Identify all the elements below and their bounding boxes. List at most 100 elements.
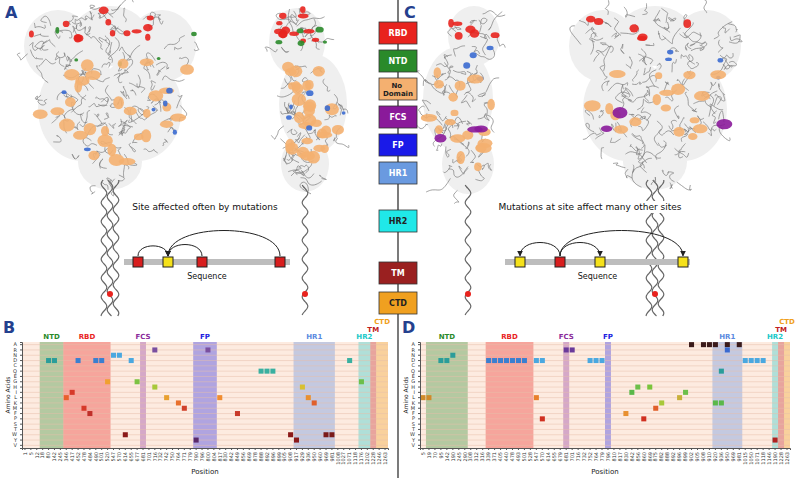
tick-mark xyxy=(89,448,90,450)
structure-ribbon xyxy=(704,0,707,13)
domain-label: RBD xyxy=(79,333,96,341)
mutation-site xyxy=(323,432,328,437)
structure-ribbon xyxy=(174,47,181,50)
tick-mark xyxy=(83,448,84,450)
structure-ribbon xyxy=(124,8,127,22)
tick-mark xyxy=(418,429,420,430)
structure-highlight xyxy=(286,115,292,120)
structure-highlight xyxy=(474,162,482,171)
mutation-site xyxy=(653,406,658,411)
grid-line xyxy=(420,355,790,356)
tick-label: V xyxy=(412,442,416,448)
domain-key-box xyxy=(379,210,417,232)
structure-ribbon xyxy=(621,44,624,54)
structure-highlight xyxy=(450,134,465,142)
structure-highlight xyxy=(487,46,494,51)
domain-label: HR1 xyxy=(306,333,322,341)
structure-ribbon xyxy=(653,18,660,21)
domain-band xyxy=(605,342,611,448)
structure-highlight xyxy=(665,57,672,61)
structure-ribbon xyxy=(301,178,322,185)
axis-line xyxy=(20,343,23,449)
structure-ribbon xyxy=(714,96,721,105)
structure-ribbon xyxy=(643,152,661,158)
structure-ribbon xyxy=(646,43,654,46)
domain-band xyxy=(40,342,64,448)
grid-line xyxy=(22,376,388,377)
structure-highlight xyxy=(297,28,304,33)
structure-highlight xyxy=(653,94,661,105)
structure-ribbon xyxy=(663,28,681,44)
tick-mark xyxy=(20,397,22,398)
structure-ribbon xyxy=(123,87,129,99)
tick-mark xyxy=(661,448,662,450)
structure-helix xyxy=(652,180,658,316)
mutation-site xyxy=(677,395,682,400)
structure-highlight xyxy=(325,103,339,115)
grid-line xyxy=(22,440,388,441)
structure-ribbon xyxy=(650,70,657,87)
tick-mark xyxy=(703,448,704,450)
structure-ribbon xyxy=(642,76,656,83)
structure-ribbon xyxy=(633,161,643,172)
structure-ribbon xyxy=(605,0,609,15)
structure-highlight xyxy=(113,96,124,109)
grid-line xyxy=(22,355,388,356)
tick-mark xyxy=(78,448,79,450)
arrow xyxy=(520,243,560,257)
structure-ribbon xyxy=(626,57,632,68)
tick-mark xyxy=(482,448,483,450)
structure-highlight xyxy=(465,291,471,297)
structure-helix xyxy=(113,180,119,316)
tick-mark xyxy=(20,387,22,388)
structure-highlight xyxy=(298,41,305,47)
tick-mark xyxy=(284,448,285,450)
mutation-site xyxy=(659,400,664,405)
structure-ribbon xyxy=(680,32,702,38)
structure-ribbon xyxy=(601,147,604,159)
structure-ribbon xyxy=(474,65,478,74)
structure-ribbon xyxy=(729,61,736,66)
structure-highlight xyxy=(29,30,34,37)
domain-band xyxy=(563,342,569,448)
grid-line xyxy=(22,413,388,414)
structure-ribbon xyxy=(715,94,725,102)
tick-mark xyxy=(418,397,420,398)
structure-highlight xyxy=(99,7,109,15)
structure-ribbon xyxy=(90,186,95,194)
structure-ribbon xyxy=(437,111,447,120)
structure-ribbon xyxy=(320,175,327,180)
structure-ribbon xyxy=(621,84,627,96)
structure-ribbon xyxy=(452,26,461,30)
structure-highlight xyxy=(452,22,462,26)
tick-mark xyxy=(154,448,155,450)
structure-highlight xyxy=(301,138,313,144)
mutation-site xyxy=(570,347,575,352)
tick-mark xyxy=(418,418,420,419)
structure-highlight xyxy=(455,32,463,40)
mutation-site xyxy=(564,347,569,352)
structure-ribbon xyxy=(620,24,638,34)
structure-ribbon xyxy=(73,26,77,34)
mutation-site xyxy=(647,385,652,390)
structure-ribbon xyxy=(338,104,342,115)
marks xyxy=(420,342,777,442)
structure-ribbon xyxy=(664,22,669,30)
tick-mark xyxy=(272,448,273,450)
tick-mark xyxy=(625,448,626,450)
structure-highlight xyxy=(166,88,173,94)
structure-highlight xyxy=(64,69,79,80)
inset-axis-label: Sequence xyxy=(187,272,227,281)
structure-highlight xyxy=(661,105,671,112)
structure-ribbon xyxy=(600,46,614,52)
structure-ribbon xyxy=(445,117,459,129)
structure-body xyxy=(442,134,494,194)
domain-band xyxy=(140,342,146,448)
mutation-site xyxy=(93,358,98,363)
tick-mark xyxy=(20,434,22,435)
structure-ribbon xyxy=(656,145,667,160)
structure-ribbon xyxy=(632,133,643,143)
tick-mark xyxy=(326,448,327,450)
structure-ribbon xyxy=(630,144,639,151)
structure-highlight xyxy=(467,75,484,84)
